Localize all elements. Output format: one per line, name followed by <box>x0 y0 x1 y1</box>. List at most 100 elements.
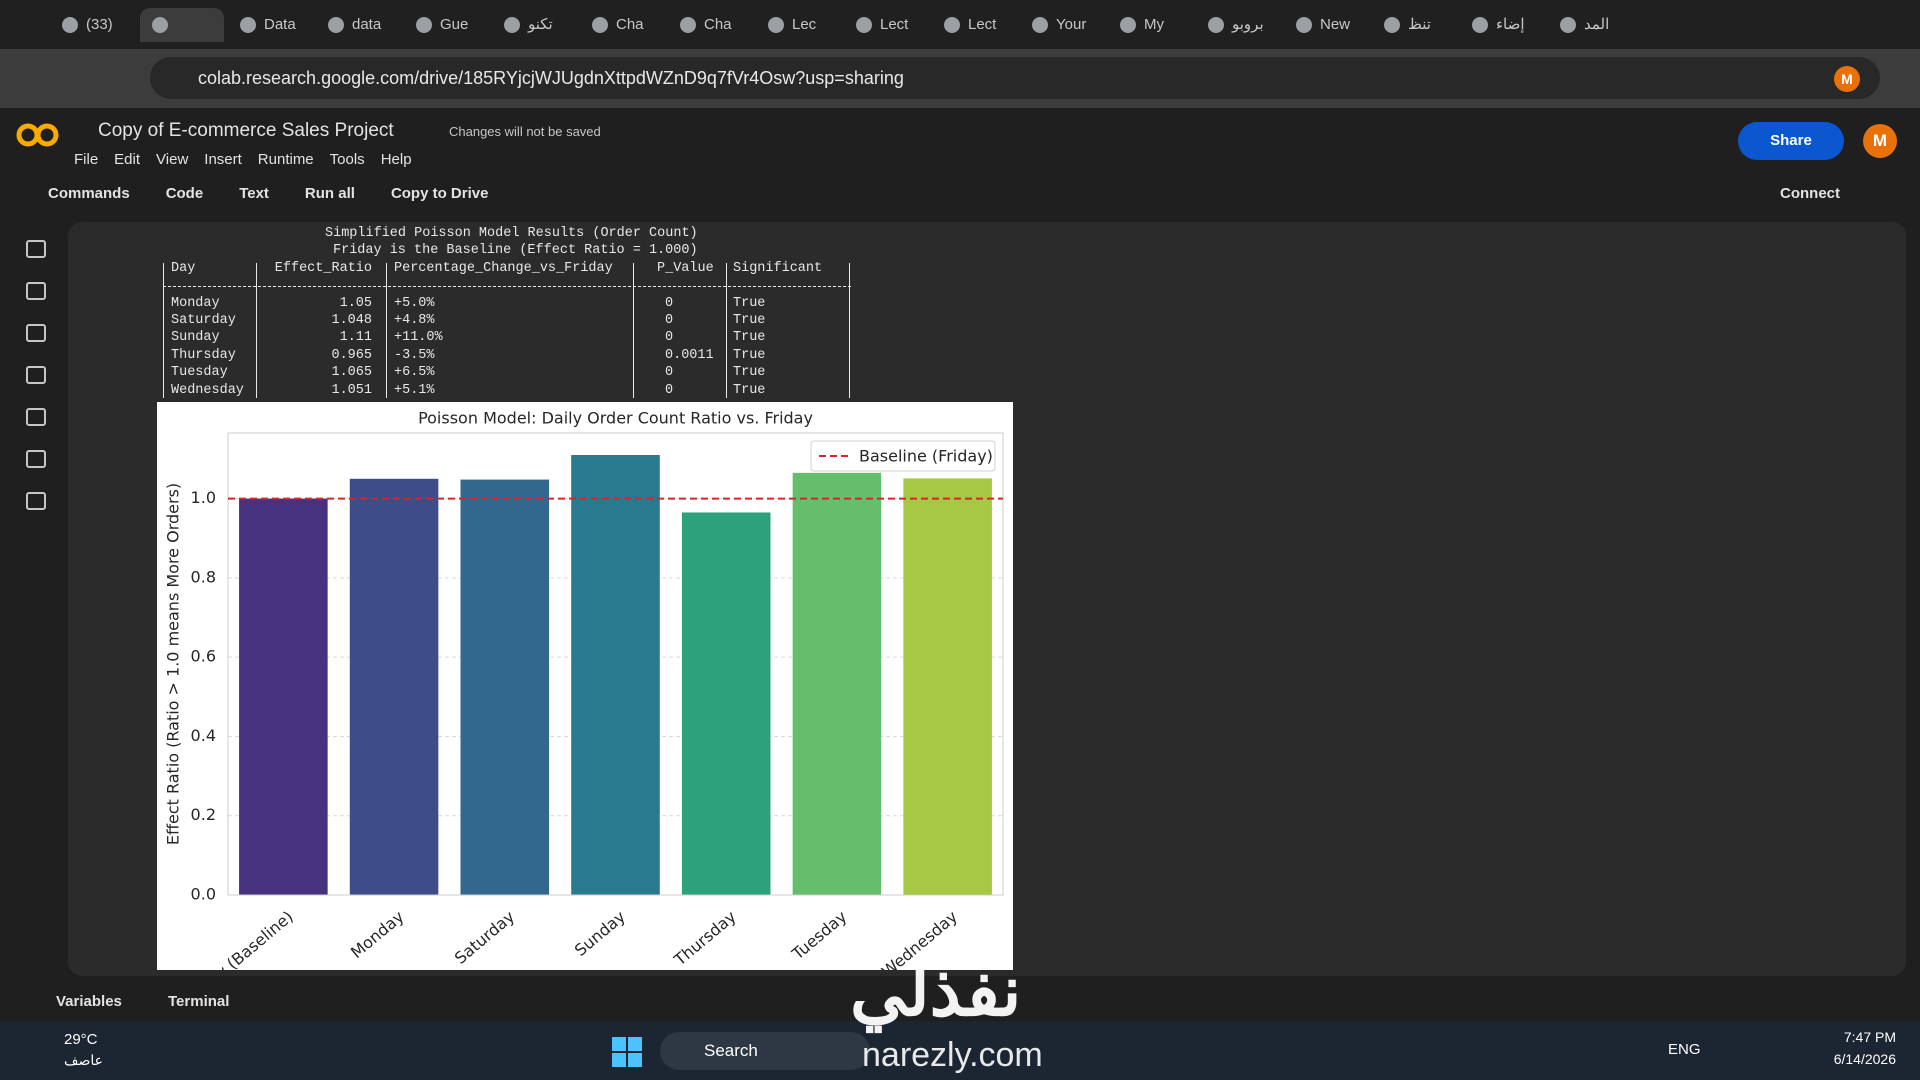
header-rule <box>163 286 851 288</box>
y-tick-label: 0.2 <box>191 805 216 824</box>
table-cell: +11.0% <box>394 330 443 346</box>
browser-tab[interactable]: New <box>1284 8 1368 42</box>
menu-item[interactable]: File <box>74 151 99 168</box>
table-cell: 1.05 <box>339 295 372 311</box>
tab-icon <box>768 17 784 33</box>
temperature: 29°C <box>64 1031 98 1048</box>
table-cell: +5.1% <box>394 382 435 398</box>
start-button[interactable] <box>612 1037 642 1067</box>
table-cell: True <box>733 295 766 311</box>
terminal-tab[interactable]: Terminal <box>168 993 230 1010</box>
y-axis-label: Effect Ratio (Ratio > 1.0 means More Ord… <box>164 483 183 845</box>
browser-tab[interactable]: Data <box>228 8 312 42</box>
icon[interactable] <box>26 282 46 300</box>
menu-item[interactable]: Insert <box>204 151 242 168</box>
clock-time[interactable]: 7:47 PM <box>1843 1029 1896 1045</box>
user-avatar[interactable]: M <box>1863 124 1897 158</box>
table-cell: Monday <box>171 295 220 311</box>
browser-tab[interactable]: تنظ <box>1372 8 1456 42</box>
legend-box <box>810 440 996 472</box>
browser-tab[interactable]: Lect <box>844 8 928 42</box>
browser-tab[interactable]: Cha <box>668 8 752 42</box>
x-tick-label: Monday <box>347 907 408 962</box>
table-cell: True <box>733 365 766 381</box>
tab-icon <box>152 17 168 33</box>
browser-tab[interactable]: إضاء <box>1460 8 1544 42</box>
browser-tab[interactable]: (33) <box>50 8 138 42</box>
connect-button[interactable]: Connect <box>1780 185 1840 202</box>
tab-icon <box>1560 17 1576 33</box>
icon[interactable] <box>26 408 46 426</box>
menu-item[interactable]: Runtime <box>257 151 314 168</box>
clock-date[interactable]: 6/14/2026 <box>1833 1051 1896 1067</box>
tab-icon <box>1208 17 1224 33</box>
browser-tab[interactable]: تكنو <box>492 8 576 42</box>
watermark-brand: نفذلي <box>850 952 1022 1030</box>
bar <box>349 478 439 895</box>
table-cell: True <box>733 313 766 328</box>
toolbar-button[interactable]: Code <box>165 185 204 202</box>
icon[interactable] <box>26 492 46 510</box>
x-tick-label: Thursday <box>670 907 740 970</box>
browser-tab[interactable]: Lect <box>932 8 1016 42</box>
toolbar-button[interactable]: Commands <box>48 185 130 202</box>
menu-item[interactable]: Help <box>380 151 412 168</box>
share-button[interactable]: Share <box>1738 122 1844 160</box>
browser-tab[interactable]: Lec <box>756 8 840 42</box>
table-cell: -3.5% <box>394 347 435 363</box>
toolbar-button[interactable]: Text <box>239 185 269 202</box>
table-cell: Thursday <box>171 347 236 363</box>
browser-tab[interactable]: Gue <box>404 8 488 42</box>
table-cell: +6.5% <box>394 365 435 381</box>
toolbar-button[interactable]: Copy to Drive <box>390 185 489 202</box>
table-cell: True <box>733 347 766 363</box>
x-tick-label: Saturday <box>451 907 518 968</box>
table-cell: Wednesday <box>171 382 244 398</box>
colab-header: Copy of E-commerce Sales Project Changes… <box>0 108 1920 208</box>
browser-tab[interactable] <box>140 8 224 42</box>
variables-tab[interactable]: Variables <box>56 993 122 1010</box>
menu-bar: File Edit View Insert Runtime Tools Help <box>74 151 412 168</box>
table-cell: 0 <box>665 330 674 346</box>
bar <box>239 498 328 895</box>
notebook-title[interactable]: Copy of E-commerce Sales Project <box>98 120 394 141</box>
browser-tab[interactable]: data <box>316 8 400 42</box>
save-status: Changes will not be saved <box>449 124 601 139</box>
tab-icon <box>1032 17 1048 33</box>
browser-tab[interactable]: Cha <box>580 8 664 42</box>
table-cell: 0 <box>665 313 674 328</box>
search-box[interactable]: Search <box>660 1032 870 1070</box>
table-cell: 0.965 <box>331 347 372 363</box>
icon[interactable] <box>26 324 46 342</box>
tab-icon <box>1472 17 1488 33</box>
tab-icon <box>328 17 344 33</box>
tab-icon <box>416 17 432 33</box>
browser-tab[interactable]: Your <box>1020 8 1104 42</box>
browser-tab[interactable]: My <box>1108 8 1192 42</box>
url-field[interactable]: colab.research.google.com/drive/185RYjcj… <box>150 57 1880 99</box>
table-cell: Significant <box>733 260 823 276</box>
table-cell: True <box>733 382 766 398</box>
browser-tab[interactable]: المد <box>1548 8 1632 42</box>
browser-tab[interactable]: بروبو <box>1196 8 1280 42</box>
table-border <box>633 262 634 398</box>
table-border <box>386 262 387 398</box>
language[interactable]: ENG <box>1668 1041 1701 1058</box>
menu-item[interactable]: View <box>156 151 189 168</box>
tab-strip: (33) Data data Gue تكنو Cha Cha Lec Lect Lect Your… <box>0 0 1920 49</box>
icon[interactable] <box>26 366 46 384</box>
profile-avatar[interactable]: M <box>1834 66 1860 92</box>
menu-item[interactable]: Edit <box>114 151 141 168</box>
menu-item[interactable]: Tools <box>329 151 365 168</box>
table-cell: 1.065 <box>331 365 372 381</box>
address-bar: colab.research.google.com/drive/185RYjcj… <box>0 49 1920 108</box>
bar <box>681 512 771 895</box>
icon[interactable] <box>26 240 46 258</box>
tab-icon <box>1296 17 1312 33</box>
tab-icon <box>944 17 960 33</box>
toolbar-button[interactable]: Run all <box>304 185 355 202</box>
y-tick-label: 1.0 <box>191 488 216 507</box>
table-cell: 1.048 <box>331 313 372 328</box>
icon[interactable] <box>26 450 46 468</box>
